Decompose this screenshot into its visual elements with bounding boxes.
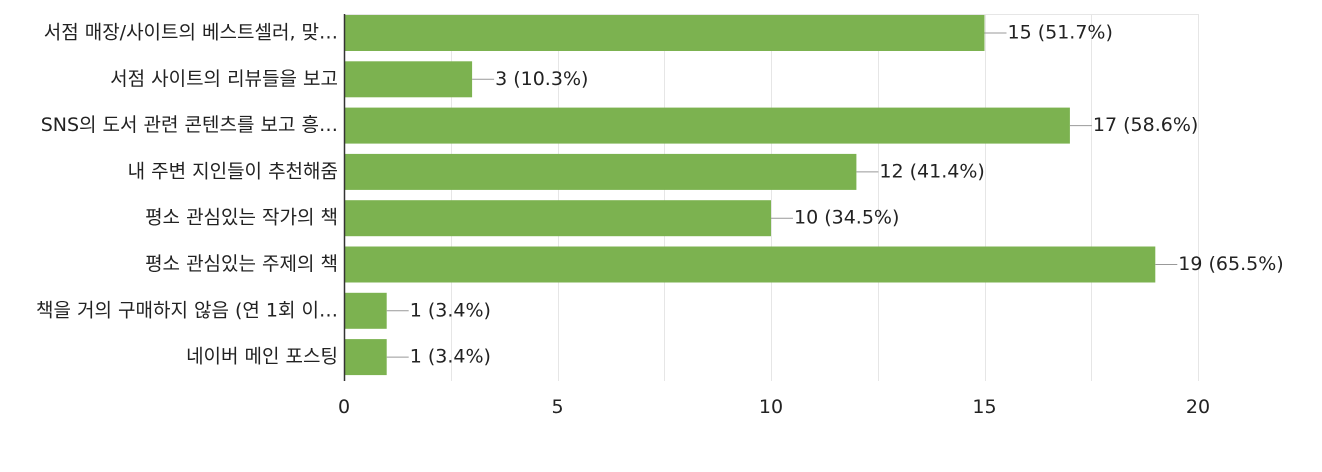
bar xyxy=(344,15,985,51)
labels: 15 (51.7%) 서점 매장/사이트의 베스트셀러, 맞… 3 (10.3%) 서… xyxy=(36,22,1284,419)
category-label: 내 주변 지인들이 추천해줌 xyxy=(128,160,338,182)
x-tick-label: 15 xyxy=(972,396,996,418)
data-label: 17 (58.6%) xyxy=(1093,114,1198,136)
category-label: 서점 사이트의 리뷰들을 보고 xyxy=(110,68,338,90)
bar xyxy=(344,339,387,376)
category-label: SNS의 도서 관련 콘텐츠를 보고 흥… xyxy=(41,114,338,136)
category-label: 평소 관심있는 주제의 책 xyxy=(145,253,338,275)
bar xyxy=(344,292,387,329)
bar xyxy=(344,107,1070,144)
data-label: 1 (3.4%) xyxy=(410,346,491,368)
data-label: 15 (51.7%) xyxy=(1008,22,1113,44)
bar xyxy=(344,246,1156,283)
bar xyxy=(344,61,473,98)
data-label: 19 (65.5%) xyxy=(1178,253,1283,275)
data-label: 1 (3.4%) xyxy=(410,299,491,321)
x-tick-label: 20 xyxy=(1186,396,1210,418)
data-label: 3 (10.3%) xyxy=(495,68,588,90)
category-label: 책을 거의 구매하지 않음 (연 1회 이… xyxy=(36,299,338,321)
category-label: 네이버 메인 포스팅 xyxy=(186,346,338,368)
grid-lines xyxy=(344,14,1199,381)
bars xyxy=(344,15,1156,376)
category-label: 평소 관심있는 작가의 책 xyxy=(145,207,338,229)
x-tick-label: 0 xyxy=(338,396,350,418)
category-label: 서점 매장/사이트의 베스트셀러, 맞… xyxy=(44,22,338,44)
x-tick-label: 10 xyxy=(759,396,783,418)
bar xyxy=(344,153,857,190)
x-tick-label: 5 xyxy=(551,396,563,418)
data-label: 12 (41.4%) xyxy=(879,160,984,182)
bar xyxy=(344,200,771,237)
data-label: 10 (34.5%) xyxy=(794,207,899,229)
